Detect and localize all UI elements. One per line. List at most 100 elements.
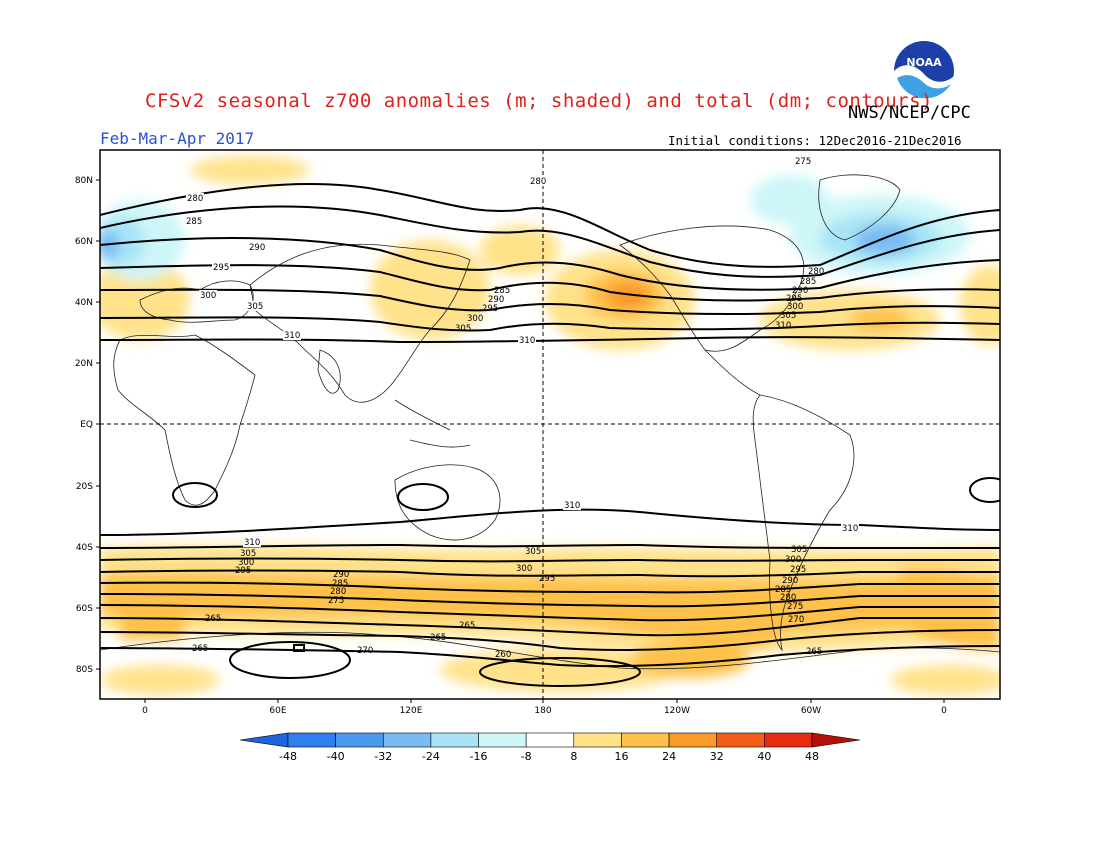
- contour-label: 310: [519, 336, 535, 346]
- colorbar-swatch: [239, 732, 289, 748]
- colorbar-label: 48: [805, 750, 819, 763]
- contour-label: 280: [808, 267, 824, 277]
- colorbar-swatch: [764, 732, 813, 748]
- colorbar-label: -8: [521, 750, 532, 763]
- lon-label: 120W: [664, 706, 690, 716]
- lon-label: 120E: [400, 706, 423, 716]
- contour-label: 295: [786, 294, 802, 304]
- contour-label: 280: [530, 177, 546, 187]
- lat-axis: 80N 60N 40N 20N EQ 20S 40S 60S 80S: [75, 176, 100, 675]
- anomaly-shading: [100, 156, 1000, 695]
- colorbar-label: 8: [570, 750, 577, 763]
- lat-label: 40S: [76, 543, 93, 553]
- colorbar-swatch: [335, 732, 384, 748]
- contour-label: 265: [205, 614, 221, 624]
- contour-label: 300: [238, 558, 254, 568]
- contour-label: 265: [459, 621, 475, 631]
- contour-label: 290: [792, 286, 808, 296]
- contour-label: 300: [787, 302, 803, 312]
- colorbar-label: 16: [614, 750, 628, 763]
- colorbar-label: -40: [327, 750, 345, 763]
- contour-label: 300: [516, 564, 532, 574]
- contour-label: 285: [775, 585, 791, 595]
- colorbar-swatch: [478, 732, 527, 748]
- lat-label: 80N: [75, 176, 93, 186]
- contour-label: 300: [467, 314, 483, 324]
- colorbar-swatch: [573, 732, 622, 748]
- contour-label: 310: [284, 331, 300, 341]
- contour-label: 265: [806, 647, 822, 657]
- contour-label: 265: [192, 644, 208, 654]
- lat-label: 20N: [75, 359, 93, 369]
- colorbar-swatch: [382, 732, 432, 748]
- colorbar-label: 32: [710, 750, 724, 763]
- contour-label: 295: [482, 304, 498, 314]
- height-contours: [100, 183, 1000, 687]
- colorbar-label: -32: [374, 750, 392, 763]
- contour-label: 270: [788, 615, 804, 625]
- lat-label: 60N: [75, 237, 93, 247]
- contour-label: 295: [790, 565, 806, 575]
- lon-label: 60E: [269, 706, 286, 716]
- colorbar-swatch: [716, 732, 765, 748]
- lat-label: 20S: [76, 482, 93, 492]
- contour-label: 295: [213, 263, 229, 273]
- lon-axis: 0 60E 120E 180 120W 60W 0: [142, 699, 947, 716]
- colorbar-label: -16: [470, 750, 488, 763]
- contour-label: 305: [247, 302, 263, 312]
- chart-title: CFSv2 seasonal z700 anomalies (m; shaded…: [145, 90, 933, 112]
- contour-label: 290: [488, 295, 504, 305]
- lat-label: 40N: [75, 298, 93, 308]
- colorbar-swatch: [811, 732, 861, 748]
- contour-label: 285: [800, 277, 816, 287]
- contour-label: 275: [328, 596, 344, 606]
- noaa-logo: NOAA: [893, 41, 954, 102]
- contour-label: 310: [775, 321, 791, 331]
- contour-label: 290: [249, 243, 265, 253]
- contour-label: 310: [564, 501, 580, 511]
- colorbar-label: 24: [662, 750, 676, 763]
- colorbar-label: -48: [279, 750, 297, 763]
- contour-label: 310: [244, 538, 260, 548]
- lat-label: 80S: [76, 665, 93, 675]
- colorbar-swatch: [525, 732, 575, 748]
- contour-label: 270: [357, 646, 373, 656]
- contour-label: 305: [455, 324, 471, 334]
- contour-label: 260: [495, 650, 511, 660]
- contour-label: 290: [782, 576, 798, 586]
- agency-label: NWS/NCEP/CPC: [848, 103, 971, 123]
- colorbar-swatch: [668, 732, 718, 748]
- lon-label: 60W: [801, 706, 821, 716]
- contour-label: 305: [780, 311, 796, 321]
- colorbar-swatch: [621, 732, 670, 748]
- contour-label: 280: [187, 194, 203, 204]
- contour-label: 265: [430, 633, 446, 643]
- initial-conditions: Initial conditions: 12Dec2016-21Dec2016: [668, 133, 962, 148]
- colorbar-swatch: [430, 732, 479, 748]
- colorbar-label: -24: [422, 750, 440, 763]
- contour-labels: 280 285 290 295 300 305 310 285 290 295 …: [185, 156, 859, 660]
- svg-text:NOAA: NOAA: [906, 56, 942, 69]
- contour-label: 275: [787, 602, 803, 612]
- contour-label: 285: [186, 217, 202, 227]
- contour-label: 300: [785, 555, 801, 565]
- contour-label: 280: [780, 593, 796, 603]
- lon-label: 180: [534, 706, 551, 716]
- colorbar: -48 -40 -32 -24 -16 -8 8 16 24 32 40 48: [239, 732, 861, 763]
- lat-label: 60S: [76, 604, 93, 614]
- contour-label: 305: [240, 549, 256, 559]
- contour-label: 305: [791, 545, 807, 555]
- contour-label: 305: [525, 547, 541, 557]
- lat-label: EQ: [80, 420, 93, 430]
- contour-label: 295: [539, 574, 555, 584]
- contour-label: 300: [200, 291, 216, 301]
- contour-label: 290: [333, 570, 349, 580]
- colorbar-swatch: [287, 732, 336, 748]
- lon-label: 0: [142, 706, 148, 716]
- lon-label: 0: [941, 706, 947, 716]
- contour-label: 285: [494, 286, 510, 296]
- contour-label: 285: [332, 579, 348, 589]
- contour-label: 275: [795, 157, 811, 167]
- contour-label: 280: [330, 587, 346, 597]
